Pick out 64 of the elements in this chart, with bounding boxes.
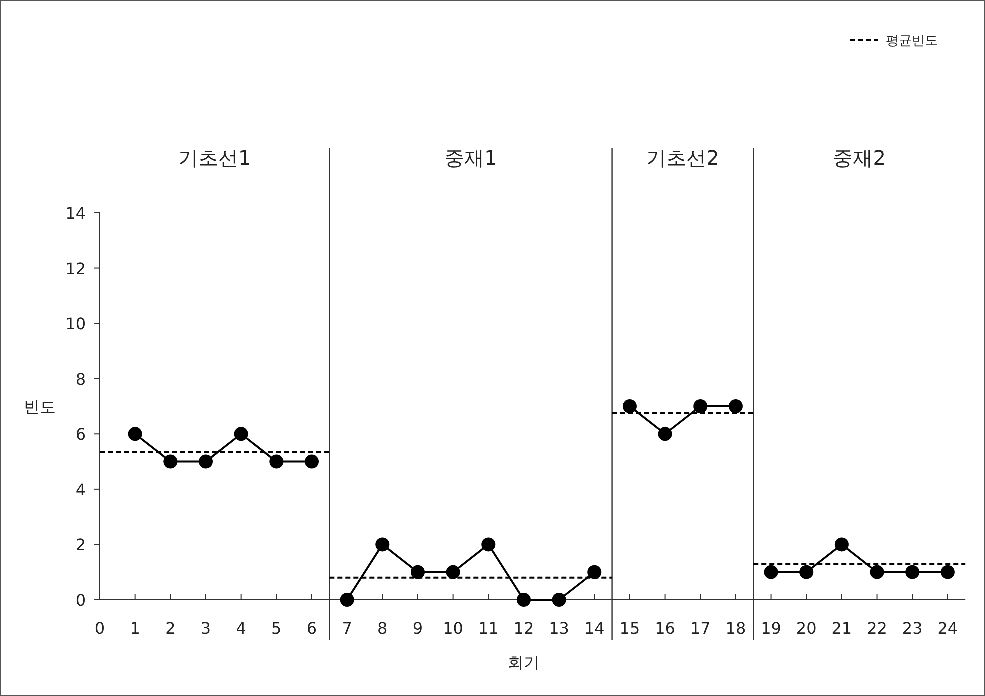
- point: [340, 593, 354, 607]
- point: [906, 565, 920, 580]
- point: [482, 538, 496, 552]
- point: [270, 454, 284, 469]
- point: [694, 400, 708, 414]
- x-tick-label: 12: [514, 619, 534, 638]
- point: [834, 538, 849, 552]
- text: 중재1: [444, 146, 498, 170]
- x-tick-label: 17: [690, 619, 711, 638]
- point: [728, 400, 743, 414]
- x-axis-title: 회기: [508, 653, 540, 672]
- x-tick-label: 24: [938, 619, 958, 638]
- x-tick-label: 6: [306, 619, 318, 638]
- x-tick-label: 14: [584, 619, 605, 638]
- point: [516, 593, 531, 607]
- point: [552, 593, 566, 607]
- x-tick-label: 5: [272, 619, 282, 638]
- y-tick-label: 2: [76, 536, 86, 555]
- x-tick-label: 21: [832, 619, 852, 638]
- x-tick-label: 18: [726, 619, 746, 638]
- x-tick-label: 8: [378, 619, 388, 638]
- x-tick-label: 0: [94, 619, 106, 638]
- x-tick-label: 13: [549, 619, 570, 638]
- x-tick-label: 15: [620, 619, 640, 638]
- point: [376, 538, 390, 552]
- y-tick-label: 8: [76, 370, 86, 389]
- y-tick-label: 10: [66, 314, 86, 334]
- point: [588, 565, 602, 580]
- x-tick-label: 23: [902, 619, 923, 638]
- point: [870, 565, 884, 580]
- point: [658, 427, 672, 442]
- point: [622, 400, 637, 414]
- x-tick-label: 2: [166, 619, 176, 638]
- x-tick-label: 7: [342, 619, 352, 638]
- point: [764, 565, 778, 580]
- point: [128, 427, 142, 442]
- x-tick-label: 11: [478, 619, 499, 638]
- x-tick-label: 4: [236, 619, 246, 638]
- legend-label: 평균빈도: [886, 34, 938, 49]
- text: 기초선1: [178, 146, 252, 170]
- point: [198, 454, 213, 469]
- text: 기초선2: [646, 146, 720, 170]
- point: [234, 427, 248, 442]
- point: [410, 565, 425, 580]
- point: [446, 565, 460, 580]
- x-tick-label: 22: [867, 619, 888, 638]
- y-tick-label: 4: [76, 480, 86, 500]
- point: [800, 565, 814, 580]
- x-tick-label: 19: [761, 619, 782, 638]
- y-tick-label: 0: [76, 591, 86, 610]
- x-tick-label: 10: [443, 619, 464, 638]
- y-tick-label: 14: [66, 204, 86, 223]
- x-tick-label: 9: [412, 619, 424, 638]
- y-tick-label: 12: [66, 259, 86, 278]
- y-axis-title: 빈도: [24, 398, 56, 416]
- x-tick-label: 20: [796, 619, 817, 638]
- x-tick-label: 3: [200, 619, 212, 638]
- point: [304, 454, 319, 469]
- x-tick-label: 16: [655, 619, 676, 638]
- y-tick-label: 6: [76, 425, 86, 444]
- x-tick-label: 1: [130, 619, 140, 638]
- point: [940, 565, 955, 580]
- text: 중재2: [833, 146, 886, 170]
- point: [164, 454, 178, 469]
